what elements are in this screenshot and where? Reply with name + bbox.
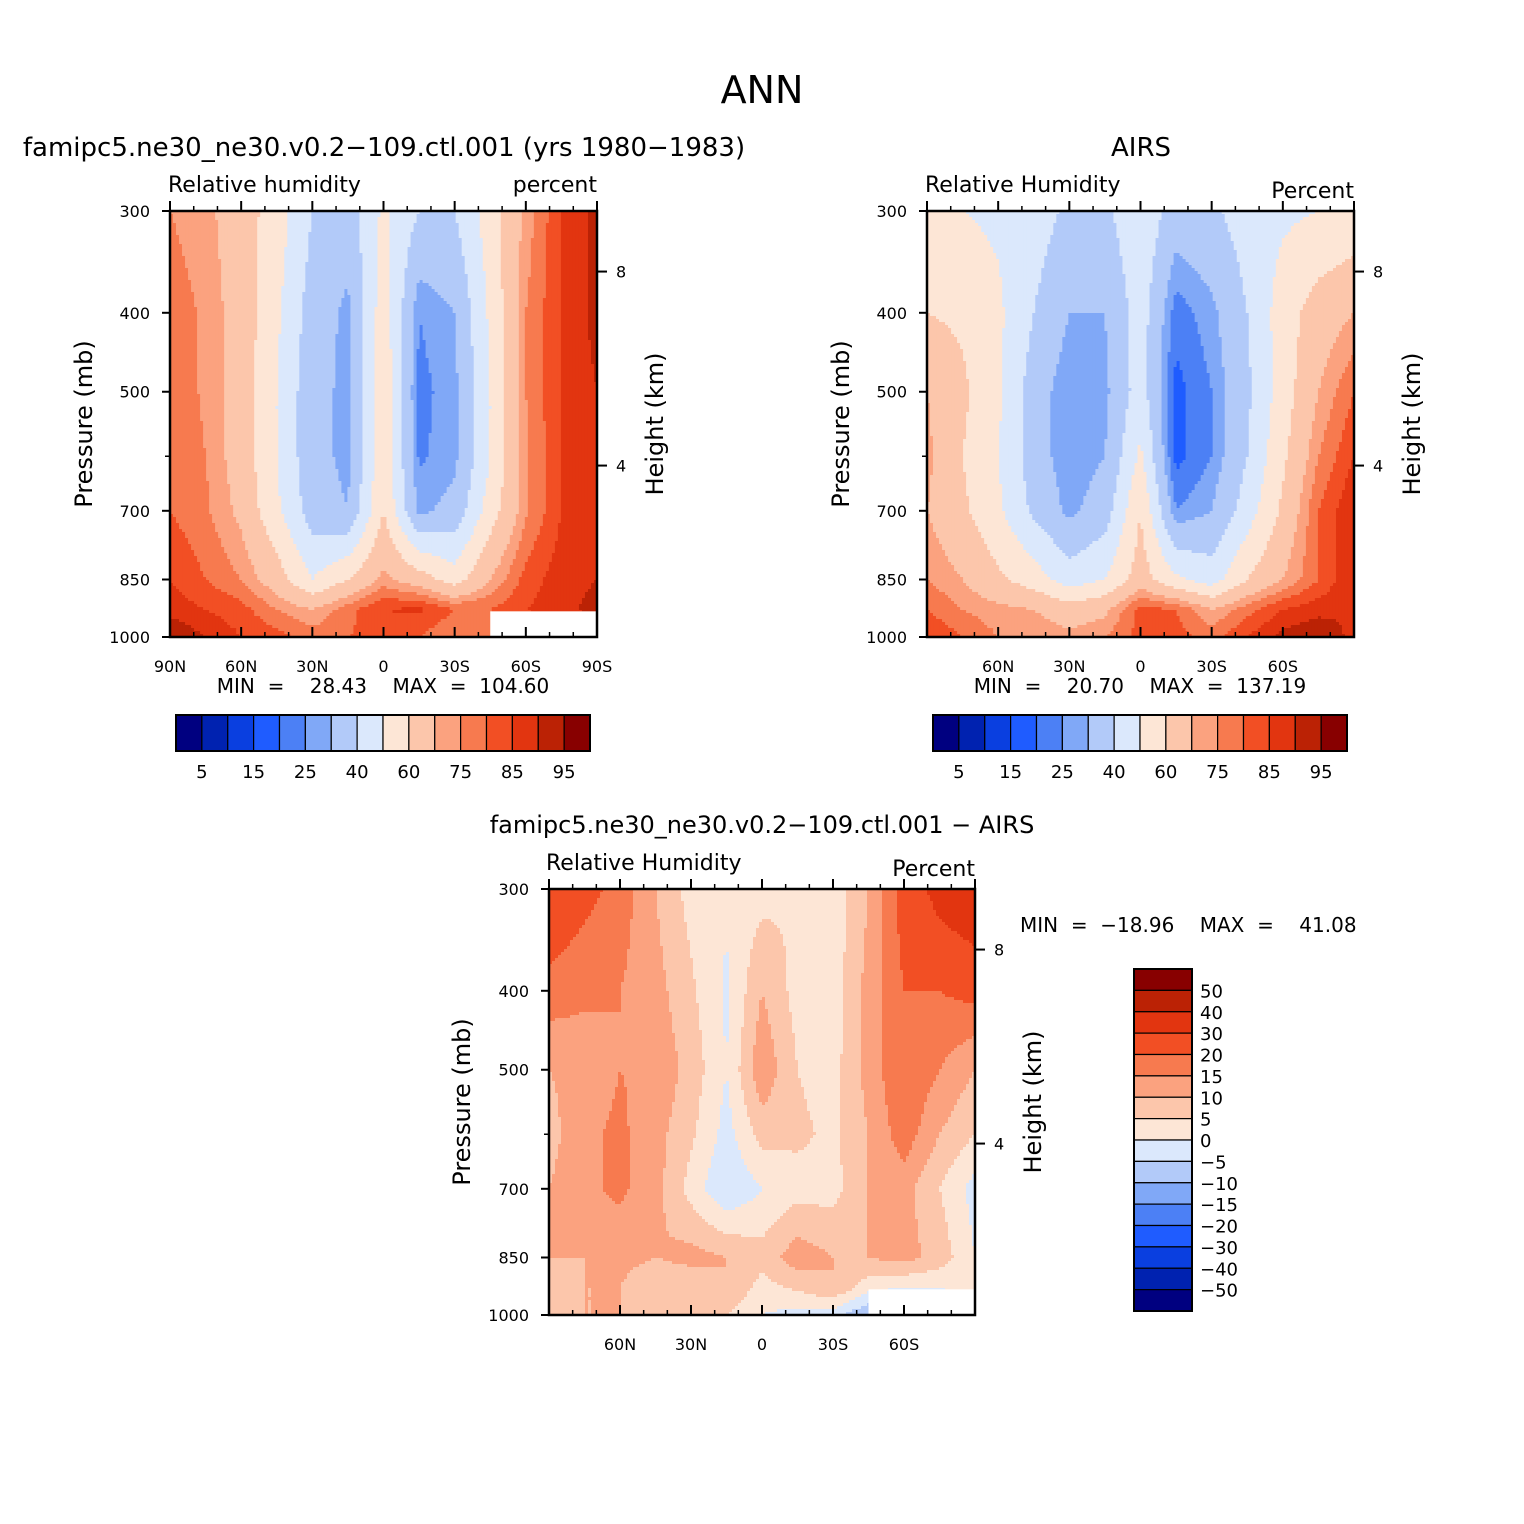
panel-model-right-label: percent (513, 173, 598, 198)
panel-model-left-label: Relative humidity (168, 173, 361, 198)
panel-model-plot (170, 211, 598, 638)
page-title: ANN (721, 68, 804, 112)
panel-model-title: famipc5.ne30_ne30.v0.2−109.ctl.001 (yrs … (23, 133, 745, 163)
panel-model: famipc5.ne30_ne30.v0.2−109.ctl.001 (yrs … (23, 133, 745, 783)
